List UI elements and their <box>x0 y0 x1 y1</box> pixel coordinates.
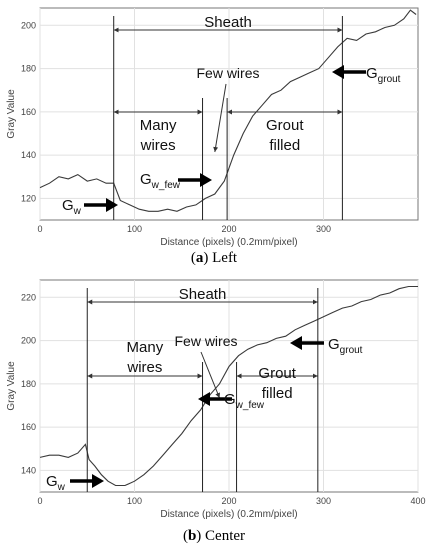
gwfew-arrow <box>178 173 212 187</box>
x-tick-label: 400 <box>410 496 425 506</box>
many-wires-label-2: wires <box>140 137 176 154</box>
y-tick-label: 180 <box>21 64 36 74</box>
grout-filled-label-1: Grout <box>266 117 304 134</box>
gwfew-label: Gw_few <box>224 391 265 411</box>
x-tick-label: 200 <box>221 224 236 234</box>
caption-paren: ( <box>183 528 188 544</box>
caption-text: ) Left <box>203 250 238 266</box>
sheath-label: Sheath <box>204 14 252 31</box>
gw-label-main: G <box>46 473 58 490</box>
caption-text: ) Center <box>196 528 245 544</box>
gw-label-main: G <box>62 197 74 214</box>
gw-arrow <box>84 198 118 212</box>
chart-left: 0 100 200 300 120 140 160 180 200 Distance (pixel… <box>6 7 419 266</box>
x-tick-label: 300 <box>316 224 331 234</box>
x-tick-label: 100 <box>127 224 142 234</box>
few-wires-pointer <box>213 83 227 153</box>
few-wires-label: Few wires <box>174 333 237 349</box>
y-tick-label: 140 <box>21 150 36 160</box>
ggrout-label-main: G <box>366 65 378 82</box>
x-tick-label: 300 <box>316 496 331 506</box>
grout-filled-label-1: Grout <box>258 365 296 382</box>
y-tick-label: 140 <box>21 465 36 475</box>
y-axis-label: Gray Value <box>6 89 17 139</box>
x-tick-label: 0 <box>37 496 42 506</box>
gwfew-label-sub: w_few <box>151 180 181 191</box>
few-wires-label: Few wires <box>196 65 259 81</box>
figure-caption: (a) Left <box>191 250 238 266</box>
y-tick-label: 180 <box>21 379 36 389</box>
many-wires-label-2: wires <box>126 359 162 376</box>
gwfew-arrow <box>198 392 232 406</box>
grout-filled-label-2: filled <box>262 385 293 402</box>
y-tick-label: 200 <box>21 20 36 30</box>
series-line <box>39 9 417 212</box>
caption-letter: b <box>188 528 196 544</box>
gwfew-label: Gw_few <box>140 171 181 191</box>
caption-letter: a <box>196 250 204 266</box>
figure-caption: (b) Center <box>183 528 245 544</box>
caption-paren: ( <box>191 250 196 266</box>
series-line <box>39 285 418 487</box>
ggrout-label-sub: grout <box>340 345 363 356</box>
gw-arrow <box>70 474 104 488</box>
many-wires-label-1: Many <box>140 117 177 134</box>
many-wires-label-1: Many <box>127 339 164 356</box>
gw-label: Gw <box>62 197 82 217</box>
ggrout-label-main: G <box>328 336 340 353</box>
y-tick-label: 120 <box>21 193 36 203</box>
x-tick-label: 100 <box>127 496 142 506</box>
gwfew-label-sub: w_few <box>235 400 265 411</box>
x-tick-label: 0 <box>37 224 42 234</box>
ggrout-arrow <box>290 336 324 350</box>
x-axis-label: Distance (pixels) (0.2mm/pixel) <box>160 509 297 520</box>
gwfew-label-main: G <box>224 391 236 408</box>
y-tick-label: 160 <box>21 107 36 117</box>
y-tick-label: 160 <box>21 422 36 432</box>
y-tick-label: 220 <box>21 292 36 302</box>
ggrout-label: Ggrout <box>366 65 401 85</box>
y-axis-label: Gray Value <box>6 361 17 411</box>
ggrout-arrow <box>332 65 366 79</box>
gw-label-sub: w <box>73 206 82 217</box>
ggrout-label-sub: grout <box>378 74 401 85</box>
sheath-label: Sheath <box>179 286 227 303</box>
ggrout-label: Ggrout <box>328 336 363 356</box>
grout-filled-label-2: filled <box>269 137 300 154</box>
gw-label: Gw <box>46 473 66 493</box>
y-tick-label: 200 <box>21 336 36 346</box>
x-tick-label: 200 <box>221 496 236 506</box>
x-axis-label: Distance (pixels) (0.2mm/pixel) <box>160 237 297 248</box>
gwfew-label-main: G <box>140 171 152 188</box>
gw-label-sub: w <box>57 482 66 493</box>
few-wires-pointer <box>200 351 221 399</box>
chart-center: 0 100 200 300 400 140 160 180 200 220 Distance (pi… <box>6 279 426 544</box>
